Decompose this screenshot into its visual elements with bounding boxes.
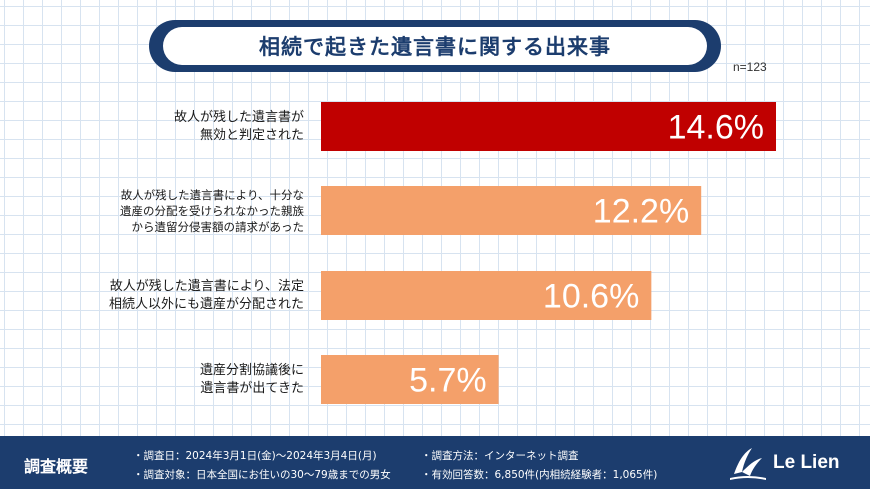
category-label-line: 遺産分割協議後に [199,362,304,378]
category-label-1: 故人が残した遺言書が無効と判定された [174,109,304,145]
bar-value-label-2: 12.2% [593,193,689,231]
footer-item-responses: ・有効回答数：6,850件(内相続経験者：1,065件) [421,469,658,481]
sample-size: n=123 [733,60,767,74]
bar-3 [321,271,652,320]
category-label-line: 遺産の分配を受けられなかった親族 [120,203,304,218]
logo-text: Le Lien [773,452,840,473]
category-label-line: 故人が残した遺言書により、十分な [120,187,304,202]
category-label-line: 遺言書が出てきた [200,380,304,396]
footer-item-date: ・調査日：2024年3月1日(金)～2024年3月4日(月) [133,450,377,462]
bar-4 [321,355,499,404]
category-label-4: 遺産分割協議後に 遺言書が出てきた [200,362,304,398]
category-label-line: 無効と判定された [199,127,304,143]
le-lien-logo-icon [730,448,766,480]
footer-title: 調査概要 [24,457,89,476]
bar-value-label-1: 14.6% [668,109,764,147]
bar-value-label-3: 10.6% [543,278,639,316]
bar-2 [321,186,702,235]
bar-1 [321,102,776,151]
title-inner: 相続で起きた遺言書に関する出来事 [163,27,707,65]
bar-chart: 14.6% 12.2% 10.6% 5.7% [321,102,776,404]
category-label-line: 故人が残した遺言書が [173,109,304,125]
category-label-3: 故人が残した遺言書により、法定 相続人以外にも遺産が分配された [109,278,304,314]
bar-value-label-4: 5.7% [409,362,487,400]
category-label-line: 故人が残した遺言書により、法定 [109,278,304,294]
survey-footer: 調査概要 ・調査日：2024年3月1日(金)～2024年3月4日(月) ・調査方… [0,436,870,489]
category-label-line: から遺留分侵害額の請求があった [131,219,305,234]
chart-title: 相続で起きた遺言書に関する出来事 [259,35,611,59]
category-label-line: 相続人以外にも遺産が分配された [108,296,304,312]
footer-item-method: ・調査方法：インターネット調査 [421,450,579,462]
footer-item-target: ・調査対象：日本全国にお住いの30～79歳までの男女 [133,469,391,481]
category-label-2: 故人が残した遺言書により、十分な 遺産の分配を受けられなかった親族 から遺留分侵害額… [120,187,304,235]
